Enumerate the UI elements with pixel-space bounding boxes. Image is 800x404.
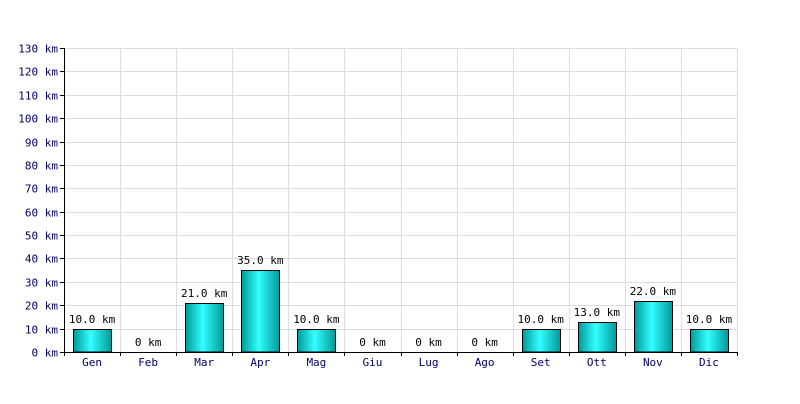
value-label-mar: 21.0 km (181, 287, 228, 300)
value-label-mag: 10.0 km (293, 313, 340, 326)
y-tick-label: 0 km (32, 347, 59, 360)
value-label-apr: 35.0 km (237, 254, 284, 267)
x-tick-label-ott: Ott (587, 356, 607, 369)
value-label-set: 10.0 km (518, 313, 565, 326)
value-label-feb: 0 km (135, 336, 162, 349)
bar-dic (690, 329, 729, 353)
y-tick-label: 30 km (25, 277, 58, 290)
x-tick-label-apr: Apr (250, 356, 270, 369)
y-tick-label: 130 km (18, 43, 58, 56)
x-tick-label-mar: Mar (194, 356, 214, 369)
x-tick-label-nov: Nov (643, 356, 663, 369)
x-tick-label-lug: Lug (419, 356, 439, 369)
value-label-dic: 10.0 km (686, 313, 733, 326)
x-tick-label-mag: Mag (306, 356, 326, 369)
axes (60, 48, 738, 356)
y-tick-label: 10 km (25, 324, 58, 337)
x-tick-label-ago: Ago (475, 356, 495, 369)
bar-apr (241, 270, 280, 353)
x-tick-label-feb: Feb (138, 356, 158, 369)
bars (73, 270, 729, 353)
y-tick-label: 20 km (25, 300, 58, 313)
bar-mar (185, 303, 224, 353)
x-tick-label-dic: Dic (699, 356, 719, 369)
value-label-lug: 0 km (415, 336, 442, 349)
y-tick-label: 120 km (18, 66, 58, 79)
y-tick-label: 110 km (18, 90, 58, 103)
x-tick-label-set: Set (531, 356, 551, 369)
value-label-ott: 13.0 km (574, 306, 621, 319)
value-label-ago: 0 km (471, 336, 498, 349)
y-tick-label: 70 km (25, 183, 58, 196)
x-tick-label-giu: Giu (363, 356, 383, 369)
y-tick-label: 50 km (25, 230, 58, 243)
bar-mag (297, 329, 336, 353)
y-tick-label: 40 km (25, 253, 58, 266)
labels: 0 km 10 km 20 km 30 km 40 km 50 km 60 km 70 km 8… (18, 43, 732, 370)
value-label-gen: 10.0 km (69, 313, 116, 326)
value-label-nov: 22.0 km (630, 285, 677, 298)
y-tick-label: 80 km (25, 160, 58, 173)
value-label-giu: 0 km (359, 336, 386, 349)
bar-nov (634, 301, 673, 353)
x-tick-label-gen: Gen (82, 356, 102, 369)
y-tick-label: 90 km (25, 137, 58, 150)
grid (64, 48, 738, 352)
bar-gen (73, 329, 112, 353)
y-tick-label: 60 km (25, 207, 58, 220)
y-tick-label: 100 km (18, 113, 58, 126)
bar-ott (578, 322, 617, 353)
bar-set (522, 329, 561, 353)
